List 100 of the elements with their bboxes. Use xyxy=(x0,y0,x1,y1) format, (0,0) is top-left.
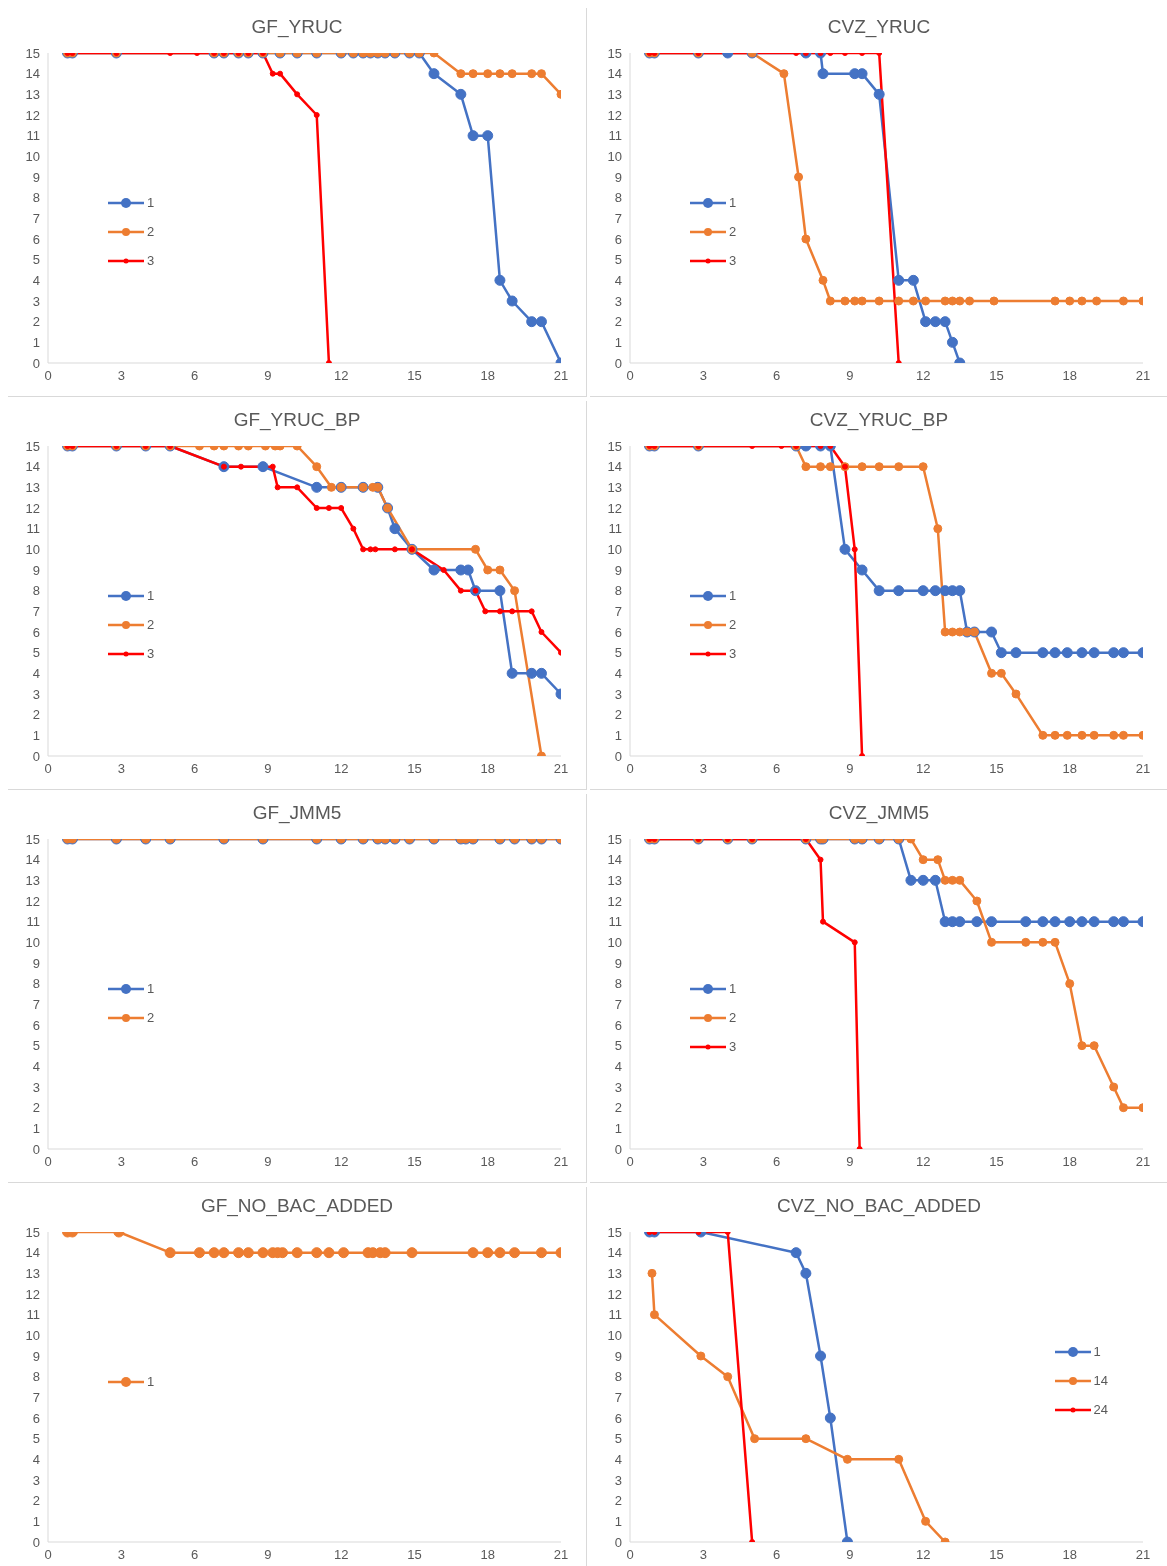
y-tick-label: 0 xyxy=(32,1141,40,1157)
x-tick-label: 15 xyxy=(407,1154,422,1170)
x-tick-label: 21 xyxy=(553,761,569,777)
x-tick-label: 12 xyxy=(915,761,931,777)
y-tick-label: 12 xyxy=(607,500,622,516)
y-tick-label: 2 xyxy=(614,707,622,723)
y-tick-label: 9 xyxy=(614,955,622,971)
y-tick-label: 15 xyxy=(25,831,40,847)
x-tick-label: 21 xyxy=(553,368,569,384)
y-tick-label: 1 xyxy=(32,1120,40,1136)
y-tick-label: 9 xyxy=(32,1348,40,1364)
y-tick-label: 5 xyxy=(32,1431,40,1447)
y-tick-label: 3 xyxy=(32,686,40,702)
legend-label: 2 xyxy=(147,224,155,239)
y-tick-label: 5 xyxy=(614,645,622,661)
y-tick-label: 8 xyxy=(32,190,40,206)
y-tick-label: 1 xyxy=(614,1513,622,1529)
y-tick-label: 14 xyxy=(25,459,40,475)
y-tick-label: 6 xyxy=(32,1017,40,1033)
y-tick-label: 7 xyxy=(32,996,40,1012)
y-tick-label: 10 xyxy=(607,541,622,557)
legend-label: 2 xyxy=(729,1010,737,1025)
x-tick-label: 6 xyxy=(772,368,781,384)
legend-label: 2 xyxy=(147,617,155,632)
y-tick-label: 15 xyxy=(607,1224,622,1240)
y-tick-label: 1 xyxy=(32,727,40,743)
y-tick-label: 12 xyxy=(25,893,40,909)
y-tick-label: 0 xyxy=(614,748,622,764)
y-tick-label: 15 xyxy=(25,45,40,61)
legend-label: 1 xyxy=(1093,1344,1101,1359)
x-tick-label: 3 xyxy=(117,368,125,384)
y-tick-label: 2 xyxy=(32,707,40,723)
y-tick-label: 5 xyxy=(614,252,622,268)
y-tick-label: 7 xyxy=(614,210,622,226)
y-tick-label: 8 xyxy=(614,976,622,992)
y-tick-label: 5 xyxy=(32,645,40,661)
chart-title: GF_YRUC xyxy=(250,16,344,38)
y-tick-label: 0 xyxy=(32,1534,40,1550)
x-tick-label: 3 xyxy=(117,761,125,777)
y-tick-label: 5 xyxy=(614,1431,622,1447)
y-tick-label: 9 xyxy=(614,1348,622,1364)
chart-title: CVZ_JMM5 xyxy=(827,802,931,824)
y-tick-label: 3 xyxy=(32,293,40,309)
y-tick-label: 7 xyxy=(614,996,622,1012)
y-tick-label: 7 xyxy=(614,603,622,619)
x-tick-label: 3 xyxy=(117,1547,125,1563)
x-tick-label: 9 xyxy=(264,1154,272,1170)
y-tick-label: 9 xyxy=(32,169,40,185)
y-tick-label: 0 xyxy=(32,355,40,371)
y-tick-label: 11 xyxy=(608,1307,622,1323)
y-tick-label: 2 xyxy=(614,314,622,330)
legend-label: 3 xyxy=(729,1039,737,1054)
y-tick-label: 14 xyxy=(607,459,622,475)
y-tick-label: 11 xyxy=(26,521,40,537)
y-tick-label: 9 xyxy=(614,562,622,578)
y-tick-label: 12 xyxy=(25,1286,40,1302)
legend-label: 1 xyxy=(729,981,737,996)
y-tick-label: 10 xyxy=(607,148,622,164)
x-tick-label: 21 xyxy=(553,1547,569,1563)
x-tick-label: 21 xyxy=(1135,368,1151,384)
x-tick-label: 15 xyxy=(407,368,422,384)
x-tick-label: 0 xyxy=(44,761,52,777)
y-tick-label: 10 xyxy=(25,148,40,164)
y-tick-label: 11 xyxy=(26,1307,40,1323)
y-tick-label: 3 xyxy=(614,1079,622,1095)
x-tick-label: 15 xyxy=(407,761,422,777)
y-tick-label: 7 xyxy=(32,210,40,226)
y-tick-label: 2 xyxy=(32,1100,40,1116)
y-tick-label: 4 xyxy=(614,1058,622,1074)
y-tick-label: 7 xyxy=(614,1389,622,1405)
x-tick-label: 0 xyxy=(44,1547,52,1563)
y-tick-label: 3 xyxy=(614,1472,622,1488)
y-tick-label: 8 xyxy=(32,1369,40,1385)
x-tick-label: 3 xyxy=(699,761,707,777)
y-tick-label: 10 xyxy=(25,934,40,950)
x-tick-label: 15 xyxy=(989,761,1004,777)
x-tick-label: 18 xyxy=(480,368,495,384)
x-tick-label: 3 xyxy=(699,368,707,384)
y-tick-label: 8 xyxy=(32,976,40,992)
x-tick-label: 9 xyxy=(264,368,272,384)
y-tick-label: 12 xyxy=(607,893,622,909)
y-tick-label: 6 xyxy=(32,624,40,640)
x-tick-label: 9 xyxy=(264,761,272,777)
x-tick-label: 18 xyxy=(1062,761,1077,777)
y-tick-label: 9 xyxy=(614,169,622,185)
y-tick-label: 5 xyxy=(32,1038,40,1054)
x-tick-label: 15 xyxy=(989,368,1004,384)
y-tick-label: 13 xyxy=(25,1265,40,1281)
x-tick-label: 18 xyxy=(480,761,495,777)
y-tick-label: 10 xyxy=(607,1327,622,1343)
legend-label: 14 xyxy=(1093,1373,1108,1388)
x-tick-label: 9 xyxy=(846,1547,854,1563)
y-tick-label: 2 xyxy=(32,314,40,330)
x-tick-label: 6 xyxy=(190,1154,199,1170)
x-tick-label: 0 xyxy=(626,1154,634,1170)
y-tick-label: 0 xyxy=(32,748,40,764)
y-tick-label: 3 xyxy=(32,1079,40,1095)
y-tick-label: 13 xyxy=(607,86,622,102)
x-tick-label: 9 xyxy=(846,1154,854,1170)
y-tick-label: 8 xyxy=(32,583,40,599)
